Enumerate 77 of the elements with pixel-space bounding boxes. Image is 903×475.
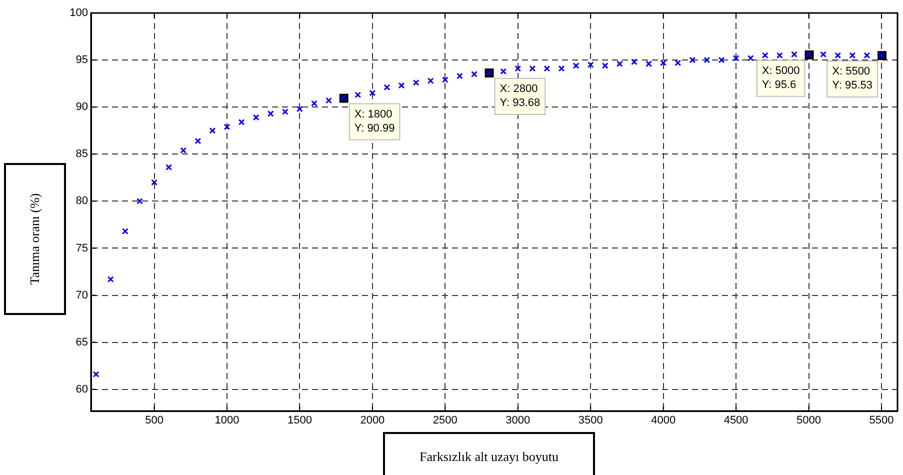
point <box>747 54 754 62</box>
point <box>791 51 798 58</box>
point <box>820 51 827 58</box>
point <box>180 147 187 154</box>
point <box>558 65 565 72</box>
x-tick-label: 1500 <box>287 414 312 427</box>
point <box>151 179 158 186</box>
point <box>194 138 202 144</box>
point <box>834 52 842 59</box>
x-axis-title: Farksızlık alt uzayı boyutu <box>383 432 595 475</box>
annotation: X: 1800 Y: 90.99 <box>354 108 395 134</box>
point <box>471 70 478 78</box>
y-tick-label: 60 <box>76 383 88 396</box>
point <box>514 65 522 72</box>
point <box>442 76 448 84</box>
point <box>456 72 463 80</box>
point <box>267 110 274 117</box>
point <box>762 52 768 59</box>
annotation: X: 2800 Y: 93.68 <box>500 82 540 109</box>
point <box>849 52 856 59</box>
point <box>136 198 143 204</box>
y-axis-title: Tanıma oranı (%) <box>27 193 43 285</box>
point <box>704 56 710 64</box>
point <box>369 90 376 96</box>
point <box>427 78 434 84</box>
point <box>544 65 550 72</box>
point <box>398 82 405 89</box>
point <box>718 56 725 64</box>
point <box>587 62 594 68</box>
point <box>209 127 216 134</box>
point <box>631 58 638 66</box>
x-tick-label: 4500 <box>724 414 748 427</box>
point <box>326 97 332 104</box>
y-tick-label: 90 <box>76 101 88 114</box>
point <box>602 62 608 69</box>
x-tick-label: 3500 <box>578 414 603 427</box>
y-tick-label: 75 <box>76 242 88 254</box>
x-tick-label: 5500 <box>869 414 894 427</box>
point <box>646 60 652 68</box>
point <box>122 228 128 235</box>
y-tick-label: 85 <box>76 148 88 160</box>
point <box>529 65 536 72</box>
y-tick-label: 80 <box>76 195 88 208</box>
point <box>224 124 230 130</box>
y-tick-label: 95 <box>76 54 88 66</box>
point <box>864 52 870 59</box>
y-tick-label: 70 <box>76 289 88 302</box>
x-tick-label: 2500 <box>432 414 458 427</box>
point <box>92 371 100 378</box>
point <box>166 164 172 171</box>
y-tick-label: 65 <box>76 336 88 348</box>
point <box>674 60 682 66</box>
point <box>616 60 623 68</box>
point <box>384 84 390 91</box>
y-tick-label: 100 <box>70 7 88 20</box>
point <box>732 54 740 62</box>
point <box>354 92 362 98</box>
annotation: X: 5000 Y: 95.6 <box>762 64 800 91</box>
point <box>412 79 420 86</box>
point <box>660 60 667 66</box>
x-tick-label: 2000 <box>360 414 385 427</box>
point <box>572 62 580 69</box>
point <box>252 114 260 121</box>
point <box>500 68 507 75</box>
x-tick-label: 1000 <box>214 414 240 427</box>
point <box>238 118 245 126</box>
point <box>107 276 114 282</box>
point <box>296 106 303 112</box>
annotation: X: 5500 Y: 95.53 <box>832 66 873 92</box>
point <box>776 52 783 59</box>
point <box>282 108 288 116</box>
point <box>311 100 318 107</box>
x-tick-label: 3000 <box>506 414 530 427</box>
point <box>689 56 696 64</box>
x-tick-label: 5000 <box>796 414 822 427</box>
x-tick-label: 4000 <box>651 414 676 427</box>
x-tick-label: 500 <box>145 414 164 427</box>
